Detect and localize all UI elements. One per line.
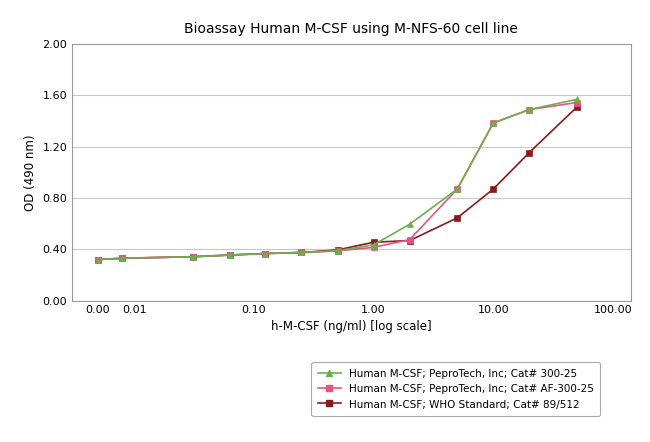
Human M-CSF; PeproTech, Inc; Cat# AF-300-25 [261,251,269,256]
Human M-CSF; PeproTech, Inc; Cat# 300-25 [298,250,305,255]
Human M-CSF; WHO Standard; Cat# 89/512 [573,104,581,110]
Human M-CSF; PeproTech, Inc; Cat# 300-25 [118,255,126,261]
Human M-CSF; PeproTech, Inc; Cat# 300-25 [189,254,197,259]
Human M-CSF; PeproTech, Inc; Cat# AF-300-25 [333,248,341,253]
Human M-CSF; WHO Standard; Cat# 89/512 [370,240,378,245]
Human M-CSF; PeproTech, Inc; Cat# 300-25 [261,251,269,256]
Human M-CSF; WHO Standard; Cat# 89/512 [118,255,126,261]
Line: Human M-CSF; PeproTech, Inc; Cat# AF-300-25: Human M-CSF; PeproTech, Inc; Cat# AF-300… [96,100,580,262]
Y-axis label: OD (490 nm): OD (490 nm) [24,134,37,211]
Legend: Human M-CSF; PeproTech, Inc; Cat# 300-25, Human M-CSF; PeproTech, Inc; Cat# AF-3: Human M-CSF; PeproTech, Inc; Cat# 300-25… [311,362,600,416]
Human M-CSF; PeproTech, Inc; Cat# 300-25 [489,120,497,126]
Human M-CSF; PeproTech, Inc; Cat# AF-300-25 [453,187,461,192]
Human M-CSF; PeproTech, Inc; Cat# AF-300-25 [406,237,413,242]
Human M-CSF; PeproTech, Inc; Cat# AF-300-25 [573,100,581,105]
Human M-CSF; PeproTech, Inc; Cat# 300-25 [226,252,234,258]
Human M-CSF; WHO Standard; Cat# 89/512 [298,250,305,255]
Human M-CSF; PeproTech, Inc; Cat# 300-25 [406,221,413,227]
Human M-CSF; PeproTech, Inc; Cat# 300-25 [370,242,378,248]
Human M-CSF; WHO Standard; Cat# 89/512 [453,215,461,221]
Human M-CSF; PeproTech, Inc; Cat# 300-25 [453,187,461,192]
Human M-CSF; PeproTech, Inc; Cat# AF-300-25 [94,257,102,262]
Human M-CSF; PeproTech, Inc; Cat# AF-300-25 [118,255,126,261]
Human M-CSF; PeproTech, Inc; Cat# 300-25 [333,248,341,253]
Title: Bioassay Human M-CSF using M-NFS-60 cell line: Bioassay Human M-CSF using M-NFS-60 cell… [184,22,518,36]
Human M-CSF; PeproTech, Inc; Cat# AF-300-25 [298,250,305,255]
Human M-CSF; PeproTech, Inc; Cat# AF-300-25 [525,107,533,112]
Human M-CSF; PeproTech, Inc; Cat# AF-300-25 [226,252,234,258]
Human M-CSF; PeproTech, Inc; Cat# AF-300-25 [370,245,378,250]
Human M-CSF; PeproTech, Inc; Cat# 300-25 [573,97,581,102]
Human M-CSF; PeproTech, Inc; Cat# 300-25 [525,107,533,112]
Human M-CSF; WHO Standard; Cat# 89/512 [189,254,197,259]
Human M-CSF; WHO Standard; Cat# 89/512 [261,251,269,256]
Human M-CSF; WHO Standard; Cat# 89/512 [406,238,413,243]
Human M-CSF; WHO Standard; Cat# 89/512 [333,247,341,252]
Line: Human M-CSF; PeproTech, Inc; Cat# 300-25: Human M-CSF; PeproTech, Inc; Cat# 300-25 [95,96,580,263]
Human M-CSF; PeproTech, Inc; Cat# AF-300-25 [189,254,197,259]
Human M-CSF; PeproTech, Inc; Cat# 300-25 [94,257,102,262]
Human M-CSF; WHO Standard; Cat# 89/512 [525,150,533,155]
Human M-CSF; WHO Standard; Cat# 89/512 [226,252,234,258]
X-axis label: h-M-CSF (ng/ml) [log scale]: h-M-CSF (ng/ml) [log scale] [270,320,432,333]
Line: Human M-CSF; WHO Standard; Cat# 89/512: Human M-CSF; WHO Standard; Cat# 89/512 [96,104,580,262]
Human M-CSF; PeproTech, Inc; Cat# AF-300-25 [489,120,497,126]
Human M-CSF; WHO Standard; Cat# 89/512 [94,257,102,262]
Human M-CSF; WHO Standard; Cat# 89/512 [489,187,497,192]
